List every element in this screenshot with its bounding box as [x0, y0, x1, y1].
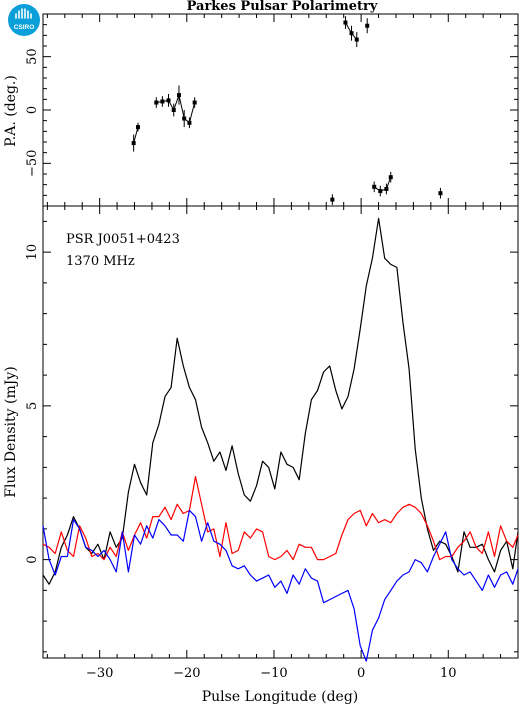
pa-point [330, 197, 335, 202]
y-tick-label: 10 [25, 244, 40, 261]
pa-point [438, 191, 443, 196]
top-ticks [43, 14, 519, 206]
pa-segment [173, 94, 180, 111]
pa-point [365, 23, 370, 28]
top-plot-frame [42, 13, 519, 207]
csiro-logo-icon [8, 4, 40, 36]
pa-segment [344, 22, 352, 34]
x-tick-label: 0 [357, 666, 365, 681]
total-intensity-line [42, 217, 519, 585]
flux-axis-label: Flux Density (mJy) [3, 366, 19, 497]
y-tick-label: 0 [25, 106, 40, 114]
pa-segment [351, 32, 358, 40]
y-tick-label: 5 [25, 402, 40, 410]
frequency-annotation: 1370 MHz [66, 254, 135, 269]
pa-segment [133, 126, 139, 144]
bottom-ticks [43, 206, 519, 658]
y-tick-label: 50 [25, 48, 40, 65]
logo-text: CSIRO [14, 24, 35, 31]
pa-axis-label: P.A. (deg.) [3, 75, 19, 147]
pa-segment [156, 100, 163, 104]
logo-antenna-icon [15, 8, 32, 19]
top-y-tick-labels: −50 0 50 [25, 48, 40, 177]
x-tick-label: −10 [260, 666, 287, 681]
flux-series [42, 217, 519, 662]
x-tick-label: −30 [86, 666, 113, 681]
bottom-plot-frame [42, 205, 519, 659]
position-angle-panel: −50 0 50 P.A. (deg.) [3, 13, 519, 207]
pa-segment [188, 102, 196, 123]
circular-polarization-line [42, 509, 519, 662]
x-tick-label: −20 [173, 666, 200, 681]
pa-data-points [131, 16, 443, 205]
pa-segment [183, 118, 190, 124]
chart-title: Parkes Pulsar Polarimetry [187, 0, 378, 14]
bottom-tick-labels: −30 −20 −10 0 10 0 5 10 [25, 244, 457, 681]
x-axis-label: Pulse Longitude (deg) [202, 689, 359, 705]
x-tick-label: 10 [440, 666, 457, 681]
flux-density-panel: −30 −20 −10 0 10 0 5 10 PSR J0051+0423 1370 MHz… [3, 205, 519, 705]
pa-segment [380, 188, 387, 192]
y-tick-label: −50 [25, 150, 40, 177]
csiro-logo: CSIRO [8, 4, 40, 36]
pa-segment [178, 94, 185, 119]
y-tick-label: 0 [25, 555, 40, 563]
pa-segment [373, 186, 381, 192]
pa-segment [385, 177, 392, 190]
pa-segment [162, 99, 169, 102]
psr-name-annotation: PSR J0051+0423 [66, 232, 180, 247]
pa-segment [168, 100, 175, 111]
